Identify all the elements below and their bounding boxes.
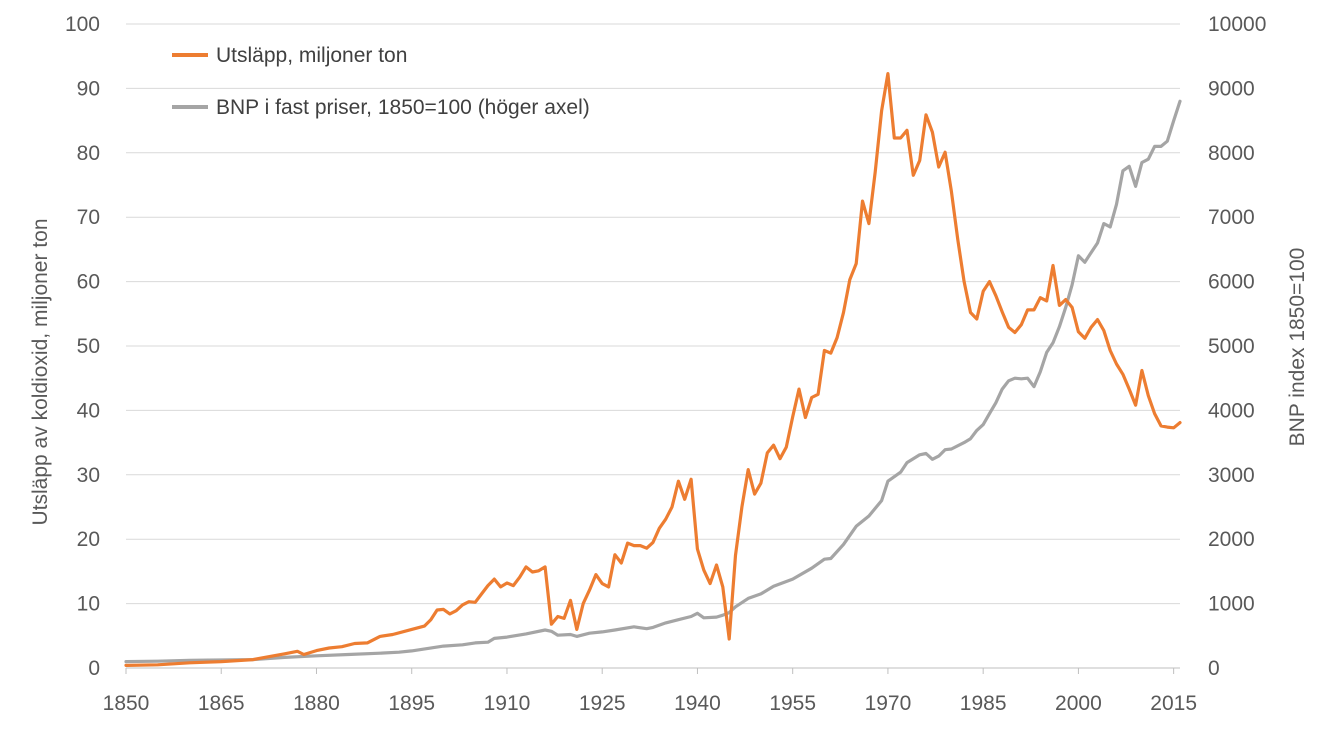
y2-tick-label: 5000 xyxy=(1208,335,1255,358)
y-axis-title: Utsläpp av koldioxid, miljoner ton xyxy=(29,219,52,526)
y-tick-label: 50 xyxy=(77,335,100,358)
legend-label-gdp: BNP i fast priser, 1850=100 (höger axel) xyxy=(216,96,590,119)
x-tick-label: 1880 xyxy=(293,692,340,715)
x-tick-label: 2000 xyxy=(1055,692,1102,715)
series-line-emissions xyxy=(124,72,1182,667)
legend-label-emissions: Utsläpp, miljoner ton xyxy=(216,44,407,67)
y2-tick-label: 7000 xyxy=(1208,206,1255,229)
legend: Utsläpp, miljoner ton BNP i fast priser,… xyxy=(172,44,590,119)
x-tick-label: 2015 xyxy=(1150,692,1197,715)
y2-tick-label: 0 xyxy=(1208,657,1220,680)
y-tick-label: 0 xyxy=(88,657,100,680)
gridlines xyxy=(125,23,1180,674)
y2-tick-label: 3000 xyxy=(1208,464,1255,487)
y-tick-label: 90 xyxy=(77,77,100,100)
series-layer xyxy=(124,72,1182,667)
y-tick-label: 10 xyxy=(77,593,100,616)
y2-tick-label: 9000 xyxy=(1208,77,1255,100)
legend-item-gdp: BNP i fast priser, 1850=100 (höger axel) xyxy=(172,96,590,119)
x-tick-label: 1985 xyxy=(960,692,1007,715)
x-tick-label: 1895 xyxy=(388,692,435,715)
x-tick-label: 1940 xyxy=(674,692,721,715)
y-tick-label: 70 xyxy=(77,206,100,229)
x-tick-label: 1910 xyxy=(484,692,531,715)
y2-tick-label: 1000 xyxy=(1208,593,1255,616)
y-tick-label: 40 xyxy=(77,399,100,422)
y2-axis-title: BNP index 1850=100 xyxy=(1286,248,1309,447)
legend-item-emissions: Utsläpp, miljoner ton xyxy=(172,44,407,67)
x-tick-label: 1865 xyxy=(198,692,245,715)
y-tick-label: 30 xyxy=(77,464,100,487)
series-line-gdp xyxy=(124,99,1182,664)
y-tick-label: 60 xyxy=(77,271,100,294)
x-tick-label: 1850 xyxy=(103,692,150,715)
y2-tick-label: 2000 xyxy=(1208,528,1255,551)
y2-tick-label: 8000 xyxy=(1208,142,1255,165)
x-tick-label: 1925 xyxy=(579,692,626,715)
y-tick-label: 80 xyxy=(77,142,100,165)
y-tick-label: 20 xyxy=(77,528,100,551)
y2-tick-label: 10000 xyxy=(1208,13,1266,36)
y-tick-label: 100 xyxy=(65,13,100,36)
x-tick-label: 1955 xyxy=(769,692,816,715)
tick-labels: 0102030405060708090100010002000300040005… xyxy=(65,13,1266,715)
x-tick-label: 1970 xyxy=(865,692,912,715)
y2-tick-label: 6000 xyxy=(1208,271,1255,294)
y2-tick-label: 4000 xyxy=(1208,399,1255,422)
